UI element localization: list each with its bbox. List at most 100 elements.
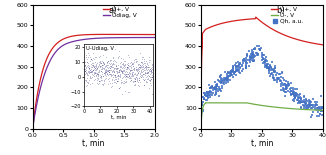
Point	[235, 69, 240, 71]
Point	[317, 113, 322, 115]
Point	[263, 58, 269, 61]
Point	[315, 109, 320, 111]
Point	[230, 71, 235, 74]
Point	[214, 85, 219, 88]
Point	[297, 102, 302, 104]
Point	[249, 53, 254, 55]
Point	[250, 57, 256, 60]
Point	[317, 105, 322, 108]
Point	[277, 79, 283, 81]
Point	[301, 99, 306, 102]
Point	[205, 96, 211, 99]
Point	[226, 75, 231, 77]
Point	[226, 78, 231, 80]
Point	[228, 73, 233, 75]
Point	[312, 108, 318, 110]
Point	[304, 105, 310, 107]
Point	[315, 107, 320, 109]
Point	[213, 86, 218, 88]
Point	[203, 94, 208, 96]
Point	[261, 54, 266, 56]
Point	[271, 76, 276, 78]
Point	[301, 107, 306, 110]
Point	[279, 89, 284, 91]
Point	[213, 81, 218, 84]
Point	[233, 67, 239, 69]
Point	[233, 66, 238, 68]
Point	[280, 83, 286, 86]
Point	[259, 56, 264, 58]
Point	[282, 95, 288, 97]
Point	[292, 93, 298, 96]
Point	[266, 70, 271, 72]
Point	[254, 45, 259, 47]
Point	[226, 81, 231, 83]
Point	[254, 53, 259, 56]
Point	[311, 98, 316, 100]
Point	[232, 71, 238, 73]
Point	[298, 107, 304, 109]
Point	[214, 92, 219, 94]
Point	[290, 91, 296, 93]
Point	[304, 100, 309, 102]
Point	[239, 70, 244, 72]
Point	[224, 77, 229, 80]
Point	[295, 88, 300, 91]
Point	[278, 76, 283, 79]
Point	[290, 98, 295, 101]
Point	[303, 103, 308, 105]
Point	[296, 95, 301, 98]
Point	[292, 88, 298, 90]
Point	[218, 75, 223, 77]
Point	[262, 62, 267, 64]
Point	[220, 82, 226, 85]
Text: b): b)	[276, 6, 285, 15]
Point	[207, 96, 212, 98]
Point	[318, 110, 323, 112]
Point	[274, 72, 279, 75]
Point	[246, 64, 251, 67]
Point	[230, 67, 236, 70]
Point	[290, 89, 296, 91]
Point	[203, 95, 208, 97]
Point	[283, 85, 289, 88]
Point	[281, 79, 286, 82]
Point	[221, 77, 226, 79]
Point	[303, 97, 308, 100]
Point	[292, 91, 297, 93]
Point	[284, 84, 289, 86]
Point	[285, 83, 290, 85]
Point	[206, 84, 212, 86]
Point	[214, 86, 219, 89]
Point	[293, 93, 298, 96]
Point	[268, 73, 274, 75]
Point	[312, 104, 318, 106]
Point	[292, 100, 297, 103]
Point	[218, 80, 223, 83]
Point	[240, 58, 245, 61]
Point	[283, 80, 289, 82]
Point	[267, 64, 273, 67]
Point	[281, 83, 287, 85]
Point	[305, 107, 310, 110]
Point	[257, 49, 262, 51]
Point	[233, 69, 239, 71]
Point	[209, 86, 214, 89]
Point	[232, 73, 237, 75]
Point	[217, 88, 222, 91]
Point	[227, 75, 232, 78]
Point	[257, 49, 262, 51]
Point	[318, 95, 323, 97]
Point	[257, 47, 262, 50]
Point	[266, 72, 271, 74]
Point	[237, 71, 242, 74]
Point	[263, 65, 268, 67]
Point	[222, 79, 227, 82]
Point	[263, 65, 269, 67]
Point	[224, 79, 230, 81]
Point	[243, 67, 248, 69]
Point	[226, 79, 231, 81]
Point	[291, 98, 296, 101]
Point	[303, 102, 308, 104]
Point	[283, 84, 288, 86]
